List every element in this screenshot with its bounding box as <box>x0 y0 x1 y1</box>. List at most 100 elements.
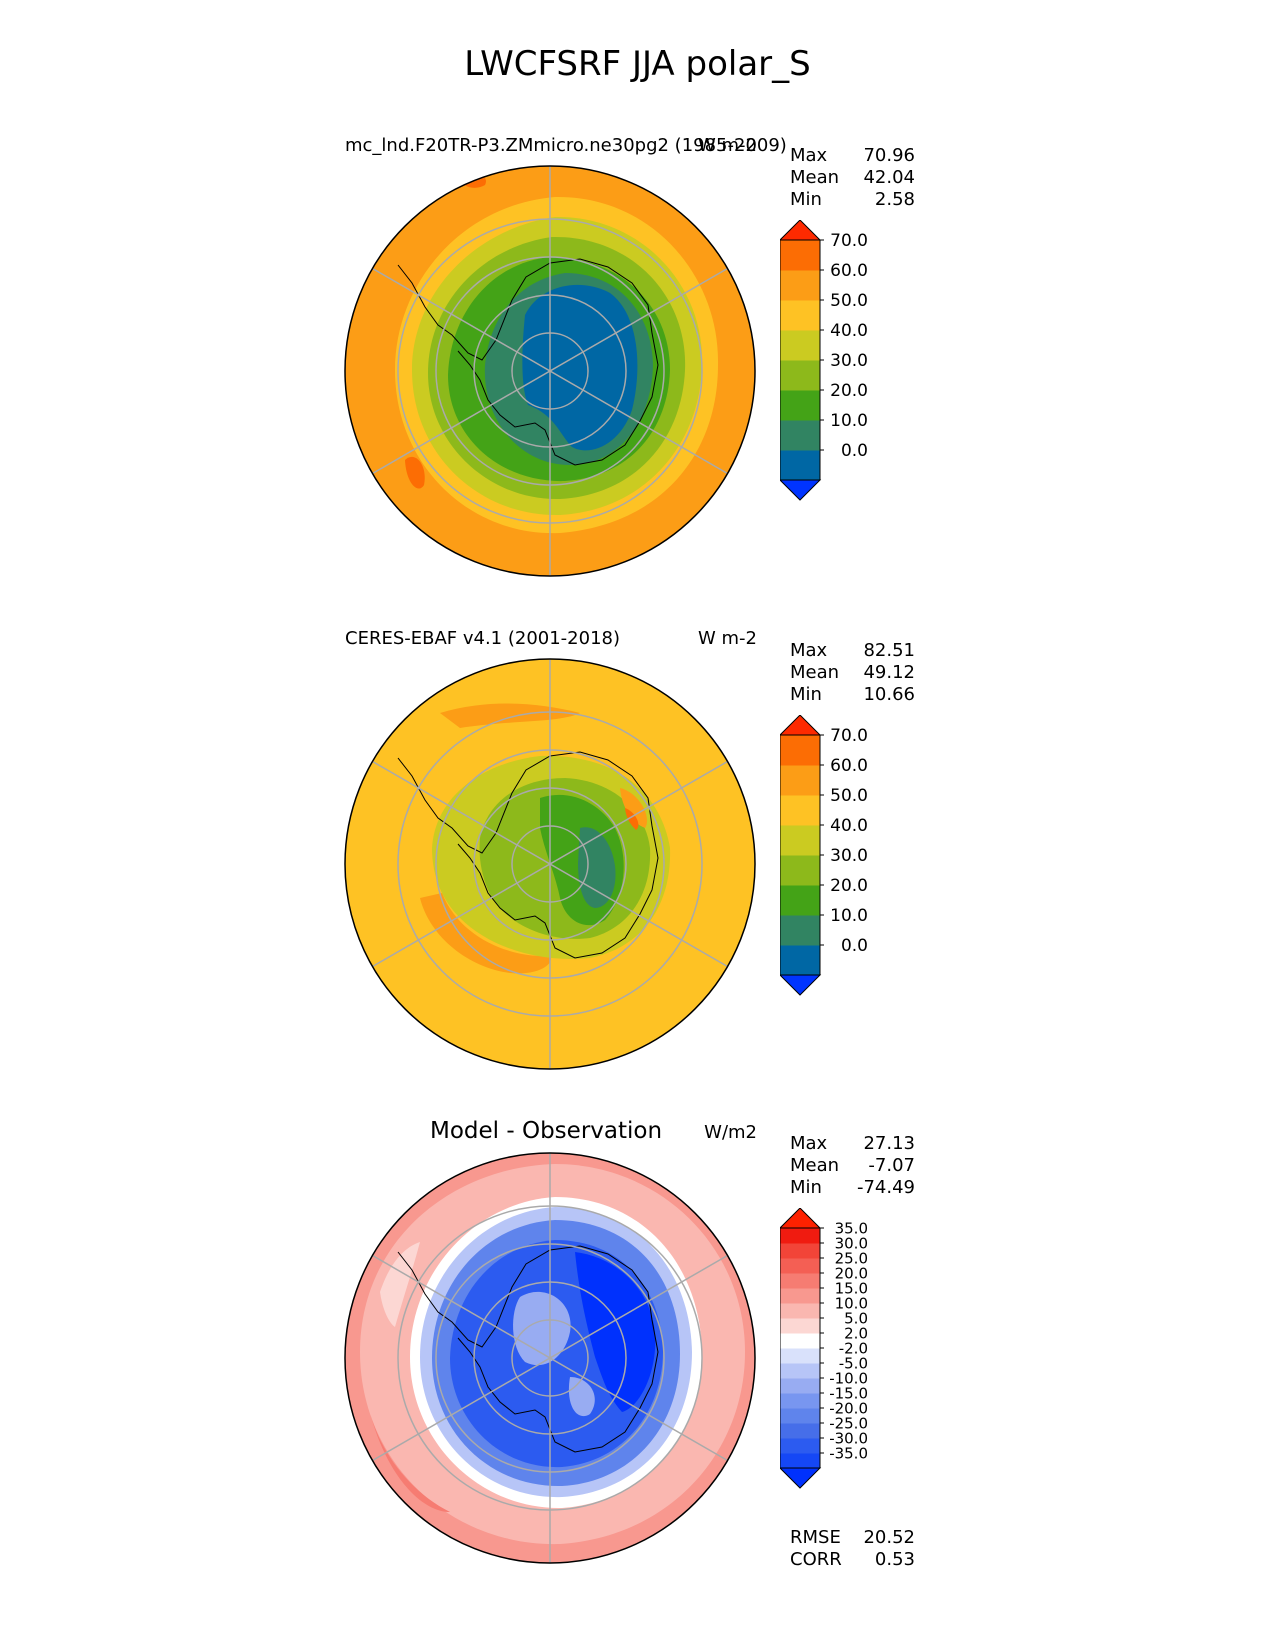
colorbar2-extend-max <box>780 715 822 736</box>
panel1-stat-max-value: 70.96 <box>863 145 915 166</box>
colorbar1-tick-label-4: 40.0 <box>830 321 868 341</box>
panel2-stat-mean-value: 49.12 <box>863 662 915 683</box>
colorbar3-block-11 <box>780 1288 820 1304</box>
panel3-stat-max-value: 27.13 <box>863 1133 915 1154</box>
colorbar1-block-5 <box>780 300 820 331</box>
map3-coastline <box>397 1245 659 1453</box>
colorbar2-tick-label-8: 80.0 <box>830 715 868 716</box>
map1-coastline <box>397 258 659 466</box>
map2-graticule <box>372 659 728 1069</box>
colorbar3-block-13 <box>780 1258 820 1274</box>
map3-pos-left <box>380 1242 420 1327</box>
panel3-stat-max-label: Max <box>790 1133 828 1154</box>
colorbar1-tick-label-8: 80.0 <box>830 220 868 221</box>
colorbar2-block-2 <box>780 885 820 916</box>
colorbar1-block-1 <box>780 420 820 451</box>
panel2-stat-max-value: 82.51 <box>863 640 915 661</box>
panel1-stat-min-value: 2.58 <box>874 189 915 210</box>
colorbar3-tick-label-12: 20.0 <box>835 1264 868 1282</box>
colorbar3-tick-label-8: 2.0 <box>844 1324 868 1342</box>
colorbar3-tick-label-2: -25.0 <box>829 1414 868 1432</box>
colorbar3-block-2 <box>780 1423 820 1439</box>
panel2-title: CERES-EBAF v4.1 (2001-2018) <box>345 628 621 649</box>
colorbar1-tick-label-5: 50.0 <box>830 291 868 311</box>
panel2-units: W m-2 <box>697 628 757 649</box>
panel3-title: Model - Observation <box>430 1118 663 1144</box>
panel3-corr-value: 0.53 <box>874 1549 915 1570</box>
colorbar1-tick-label-2: 20.0 <box>830 381 868 401</box>
panel1-stat-mean-label: Mean <box>790 167 840 188</box>
colorbar1-block-2 <box>780 390 820 421</box>
colorbar3-tick-label-7: -2.0 <box>839 1339 868 1357</box>
panel1-stat-max-label: Max <box>790 145 828 166</box>
colorbar3-tick-label-0: -35.0 <box>829 1444 868 1462</box>
map2-hot-coast-b <box>625 808 639 830</box>
colorbar3-block-14 <box>780 1243 820 1259</box>
panel2-stat-max-label: Max <box>790 640 828 661</box>
colorbar3-block-5 <box>780 1378 820 1394</box>
colorbar1-extend-min <box>780 479 822 501</box>
colorbar3-tick-label-1: -30.0 <box>829 1429 868 1447</box>
colorbar1-tick-label-7: 70.0 <box>830 231 868 251</box>
colorbar1-block-6 <box>780 270 820 301</box>
colorbar1-tick-label-1: 10.0 <box>830 411 868 431</box>
colorbar1-block-7 <box>780 240 820 271</box>
colorbar2-tick-label-5: 50.0 <box>830 786 868 806</box>
colorbar3-block-10 <box>780 1303 820 1319</box>
map3-light-patch-a <box>513 1291 571 1366</box>
panel1-stat-mean-value: 42.04 <box>863 167 915 188</box>
colorbar3-block-4 <box>780 1393 820 1409</box>
colorbar2-tick-label-1: 10.0 <box>830 906 868 926</box>
panel3-corr-label: CORR <box>790 1549 842 1570</box>
colorbar3-tick-label-13: 25.0 <box>835 1249 868 1267</box>
colorbar2-block-3 <box>780 855 820 886</box>
colorbar3-block-3 <box>780 1408 820 1424</box>
colorbar2-block-6 <box>780 765 820 796</box>
colorbar2-tick-label-0: 0.0 <box>841 936 868 956</box>
panel2-stat-mean-label: Mean <box>790 662 840 683</box>
colorbar3-tick-label-11: 15.0 <box>835 1279 868 1297</box>
panel3-rmse-label: RMSE <box>790 1527 841 1548</box>
figure-title: LWCFSRF JJA polar_S <box>464 44 811 84</box>
panel3-colorbar: -35.0-30.0-25.0-20.0-15.0-10.0-5.0-2.02.… <box>780 1208 868 1489</box>
colorbar3-block-15 <box>780 1228 820 1244</box>
colorbar1-tick-label-6: 60.0 <box>830 261 868 281</box>
colorbar2-tick-label-7: 70.0 <box>830 726 868 746</box>
colorbar3-tick-label-6: -5.0 <box>839 1354 868 1372</box>
colorbar3-block-8 <box>780 1333 820 1349</box>
colorbar3-tick-label-9: 5.0 <box>844 1309 868 1327</box>
colorbar2-block-0 <box>780 945 820 976</box>
colorbar2-tick-label-2: 20.0 <box>830 876 868 896</box>
panel3-stat-mean-value: -7.07 <box>868 1155 915 1176</box>
colorbar2-block-4 <box>780 825 820 856</box>
panel1-title: mc_lnd.F20TR-P3.ZMmicro.ne30pg2 (1985-20… <box>345 135 787 156</box>
panel2-colorbar: 0.0 10.0 20.0 30.0 40.0 50.0 60.0 70.0 80.0 <box>780 715 868 996</box>
panel1-units: W m-2 <box>697 135 757 156</box>
map2-coastline <box>397 751 659 959</box>
colorbar3-tick-label-15: 35.0 <box>835 1219 868 1237</box>
panel3-stat-min-value: -74.49 <box>856 1177 915 1198</box>
colorbar2-block-7 <box>780 735 820 766</box>
colorbar3-block-1 <box>780 1438 820 1454</box>
panel1-map <box>344 165 756 577</box>
colorbar3-block-6 <box>780 1363 820 1379</box>
colorbar3-tick-label-5: -10.0 <box>829 1369 868 1387</box>
map3-graticule <box>372 1153 728 1563</box>
map2-band-10 <box>578 827 616 908</box>
map3-band-neg-core <box>575 1252 656 1412</box>
colorbar3-block-0 <box>780 1453 820 1469</box>
colorbar1-block-4 <box>780 330 820 361</box>
map1-graticule <box>372 166 728 576</box>
colorbar2-extend-min <box>780 974 822 996</box>
colorbar3-extend-min <box>780 1467 822 1489</box>
panel3-stat-mean-label: Mean <box>790 1155 840 1176</box>
colorbar3-tick-label-14: 30.0 <box>835 1234 868 1252</box>
colorbar3-tick-label-3: -20.0 <box>829 1399 868 1417</box>
colorbar2-tick-label-4: 40.0 <box>830 816 868 836</box>
colorbar2-block-5 <box>780 795 820 826</box>
map1-hot-spot-a <box>405 456 425 489</box>
colorbar1-tick-label-0: 0.0 <box>841 441 868 461</box>
colorbar1-extend-max <box>780 220 822 241</box>
panel2-stat-min-value: 10.66 <box>863 684 915 705</box>
panel2-map <box>344 658 756 1070</box>
